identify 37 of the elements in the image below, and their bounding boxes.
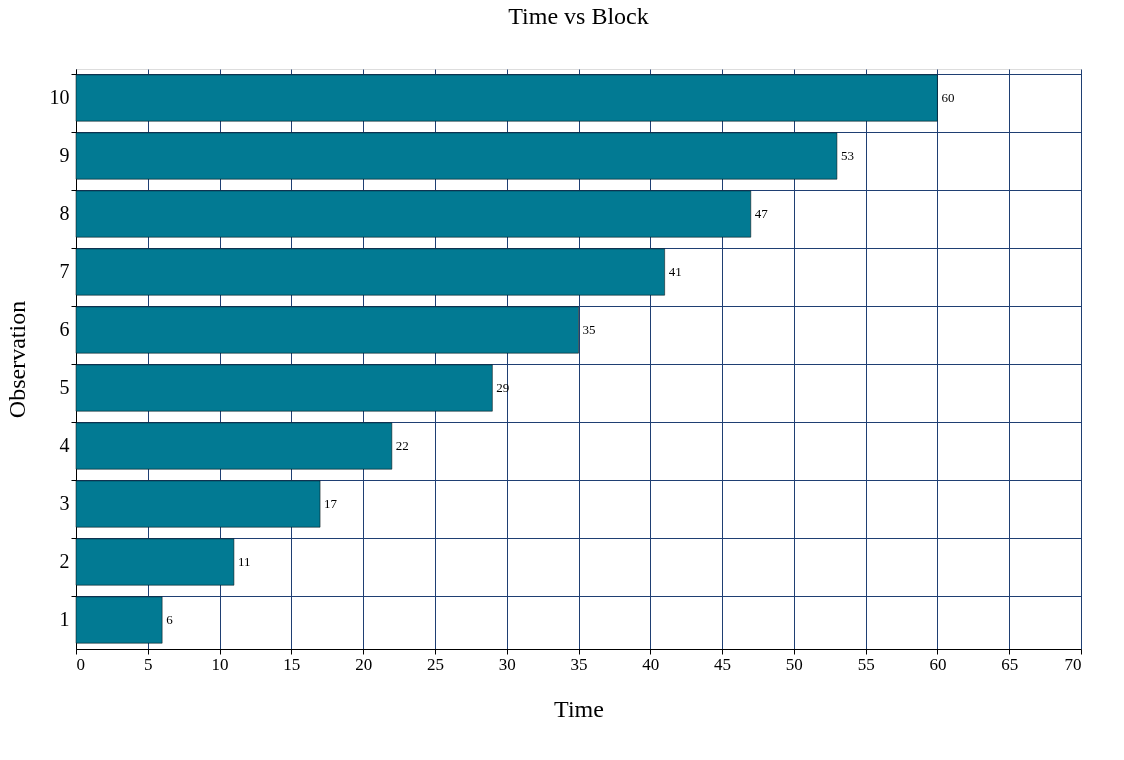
x-tick-label: 5 [144,654,153,674]
x-tick-label: 60 [929,654,947,674]
y-tick-label: 4 [59,434,70,456]
y-tick-label: 6 [59,318,70,340]
x-tick-label: 40 [642,654,660,674]
x-tick-label: 20 [355,654,373,674]
data-label: 11 [237,554,251,569]
data-label: 53 [840,148,854,163]
y-tick-label: 3 [59,492,70,514]
x-tick-label: 30 [498,654,516,674]
x-tick-label: 45 [714,654,732,674]
x-tick-label: 25 [426,654,444,674]
y-tick-label: 9 [59,144,70,166]
x-tick-label: 65 [1001,654,1019,674]
data-label: 60 [941,90,955,105]
x-tick-label: 10 [211,654,229,674]
x-tick-label: 0 [76,654,85,674]
y-tick-label: 10 [49,86,70,108]
x-tick-label: 70 [1064,654,1082,674]
x-tick-label: 35 [570,654,588,674]
x-axis-title: Time [554,695,604,722]
x-tick-label: 50 [785,654,803,674]
y-tick-label: 7 [59,260,70,282]
data-label: 6 [166,612,174,627]
y-tick-label: 2 [59,550,70,572]
x-tick-label: 15 [283,654,301,674]
chart-title: Time vs Block [508,3,649,29]
data-label: 17 [324,496,338,511]
data-label: 41 [668,264,682,279]
y-tick-label: 8 [59,202,70,224]
y-tick-label: 5 [59,376,70,398]
data-label: 35 [582,322,596,337]
data-label: 22 [395,438,409,453]
data-label: 47 [754,206,769,221]
y-tick-label: 1 [59,608,70,630]
y-axis-title: Observation [3,300,30,419]
x-tick-label: 55 [857,654,875,674]
